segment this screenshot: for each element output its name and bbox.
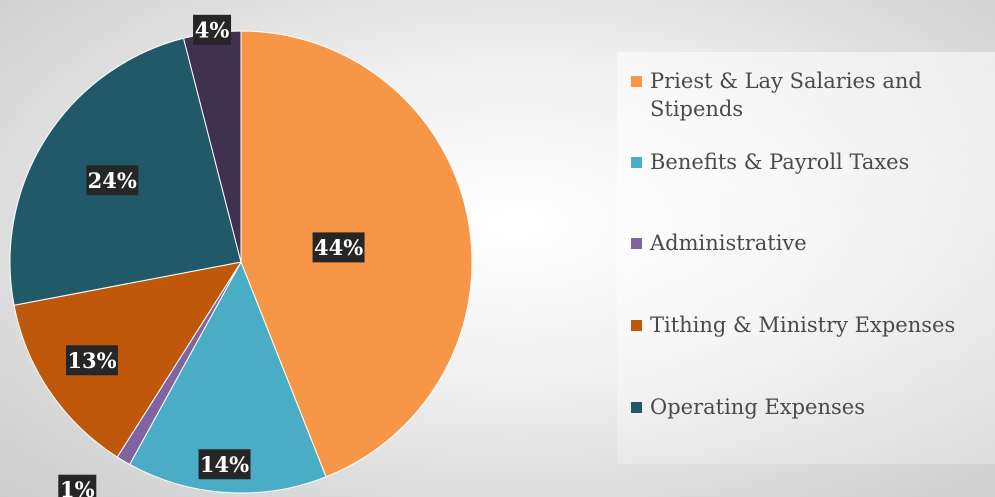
data-label-text-5: 4% [195, 17, 230, 42]
data-label-box-2 [58, 474, 97, 497]
data-label-text-3: 13% [67, 348, 116, 373]
legend-entry-benefits: Benefits & Payroll Taxes [631, 148, 991, 176]
legend-swatch-tithing [631, 320, 642, 331]
data-label-box-5 [193, 14, 232, 45]
legend-entry-operating: Operating Expenses [631, 393, 991, 421]
legend-label-administrative: Administrative [650, 231, 807, 255]
data-label-3: 13% [65, 345, 118, 376]
pie-slice-3 [13, 261, 243, 458]
data-label-box-3 [65, 345, 118, 376]
data-label-0: 44% [312, 232, 365, 263]
legend-swatch-salaries [631, 76, 642, 87]
legend-swatch-operating [631, 402, 642, 413]
data-label-text-2: 1% [60, 477, 95, 497]
data-label-2: 1% [58, 474, 97, 497]
pie-slices [9, 30, 473, 494]
legend-label-tithing: Tithing & Ministry Expenses [650, 313, 956, 337]
data-label-4: 24% [86, 165, 139, 196]
data-label-box-4 [86, 165, 139, 196]
data-label-box-1 [198, 449, 251, 480]
pie-slice-1 [129, 260, 327, 494]
data-label-text-1: 14% [200, 452, 249, 477]
legend-entry-salaries: Priest & Lay Salaries and Stipends [631, 67, 991, 123]
legend-swatch-benefits [631, 157, 642, 168]
legend-label-benefits: Benefits & Payroll Taxes [650, 150, 910, 174]
legend-entry-tithing: Tithing & Ministry Expenses [631, 311, 991, 339]
legend-label-operating: Operating Expenses [650, 395, 865, 419]
data-label-text-4: 24% [88, 168, 137, 193]
data-label-text-0: 44% [314, 235, 363, 260]
data-label-box-0 [312, 232, 365, 263]
legend-entry-administrative: Administrative [631, 229, 991, 257]
data-label-1: 14% [198, 449, 251, 480]
data-label-5: 4% [193, 14, 232, 45]
legend-panel [617, 52, 995, 464]
pie-data-labels: 44% 14% 1% 13% 24% 4% [58, 14, 365, 497]
legend-label-salaries: Priest & Lay Salaries and Stipends [650, 69, 922, 121]
legend-swatch-administrative [631, 238, 642, 249]
